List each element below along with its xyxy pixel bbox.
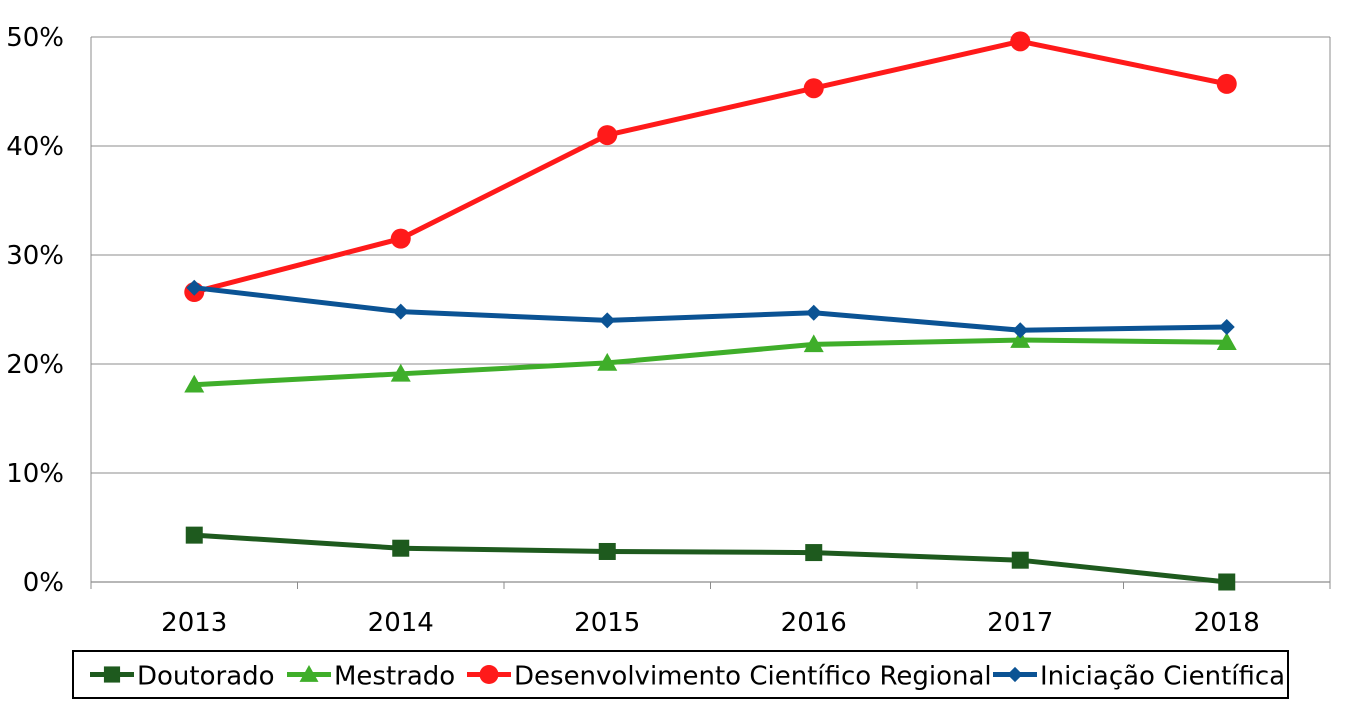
legend: Doutorado Mestrado Desenvolvimento Científ… (72, 650, 1289, 699)
legend-label: Doutorado (137, 662, 275, 692)
y-tick-label: 10% (6, 459, 64, 489)
data-point (185, 526, 203, 544)
data-point (390, 363, 411, 382)
data-point (598, 542, 616, 560)
x-tick-label: 2018 (1194, 608, 1260, 638)
x-tick-label: 2015 (574, 608, 640, 638)
data-point (390, 228, 411, 249)
series-lines (184, 31, 1237, 591)
data-point (1218, 318, 1235, 335)
data-point (1218, 573, 1236, 591)
data-point (803, 78, 824, 99)
data-point (1012, 322, 1029, 339)
data-point (599, 312, 616, 329)
legend-label: Iniciação Científica (1040, 662, 1285, 692)
y-tick-label: 20% (6, 350, 64, 380)
legend-item: Mestrado (287, 662, 455, 692)
series-line (191, 38, 1230, 295)
series-line (191, 337, 1230, 388)
y-tick-label: 40% (6, 132, 64, 162)
legend-box (72, 650, 1289, 699)
data-point (1011, 551, 1029, 569)
x-tick-label: 2016 (781, 608, 847, 638)
data-point (184, 374, 205, 393)
data-point (597, 125, 618, 146)
data-point (392, 539, 410, 557)
legend-swatch-marker (479, 665, 499, 684)
legend-item: Iniciação Científica (993, 662, 1285, 692)
x-tick-label: 2014 (368, 608, 434, 638)
series-2 (184, 31, 1237, 303)
x-tick-label: 2013 (161, 608, 227, 638)
legend-swatch-marker (299, 665, 319, 682)
y-tick-label: 30% (6, 241, 64, 271)
data-point (1010, 31, 1031, 52)
series-1 (184, 330, 1237, 393)
gridlines (91, 36, 1330, 583)
y-tick-label: 0% (23, 568, 64, 598)
data-point (597, 352, 618, 371)
data-point (186, 279, 203, 296)
data-point (1216, 73, 1237, 94)
series-0 (185, 526, 1236, 591)
legend-swatch-marker (103, 666, 121, 683)
data-point (805, 304, 822, 321)
series-line (191, 532, 1230, 585)
data-point (1010, 330, 1031, 348)
data-point (392, 303, 409, 320)
legend-swatch-marker (1007, 666, 1023, 683)
legend-label: Mestrado (334, 662, 455, 692)
legend-label: Desenvolvimento Científico Regional (514, 662, 992, 692)
data-point (805, 544, 823, 562)
series-3 (186, 279, 1235, 339)
legend-item: Doutorado (90, 662, 275, 692)
y-tick-label: 50% (6, 23, 64, 53)
series-line (191, 285, 1230, 333)
axes: 0% 10% 20% 30% 40% 50% 2013 2014 2015 2016 2017 201… (6, 23, 1331, 638)
legend-item: Desenvolvimento Científico Regional (467, 662, 992, 692)
x-tick-label: 2017 (987, 608, 1053, 638)
data-point (803, 334, 824, 353)
data-point (1216, 332, 1237, 350)
